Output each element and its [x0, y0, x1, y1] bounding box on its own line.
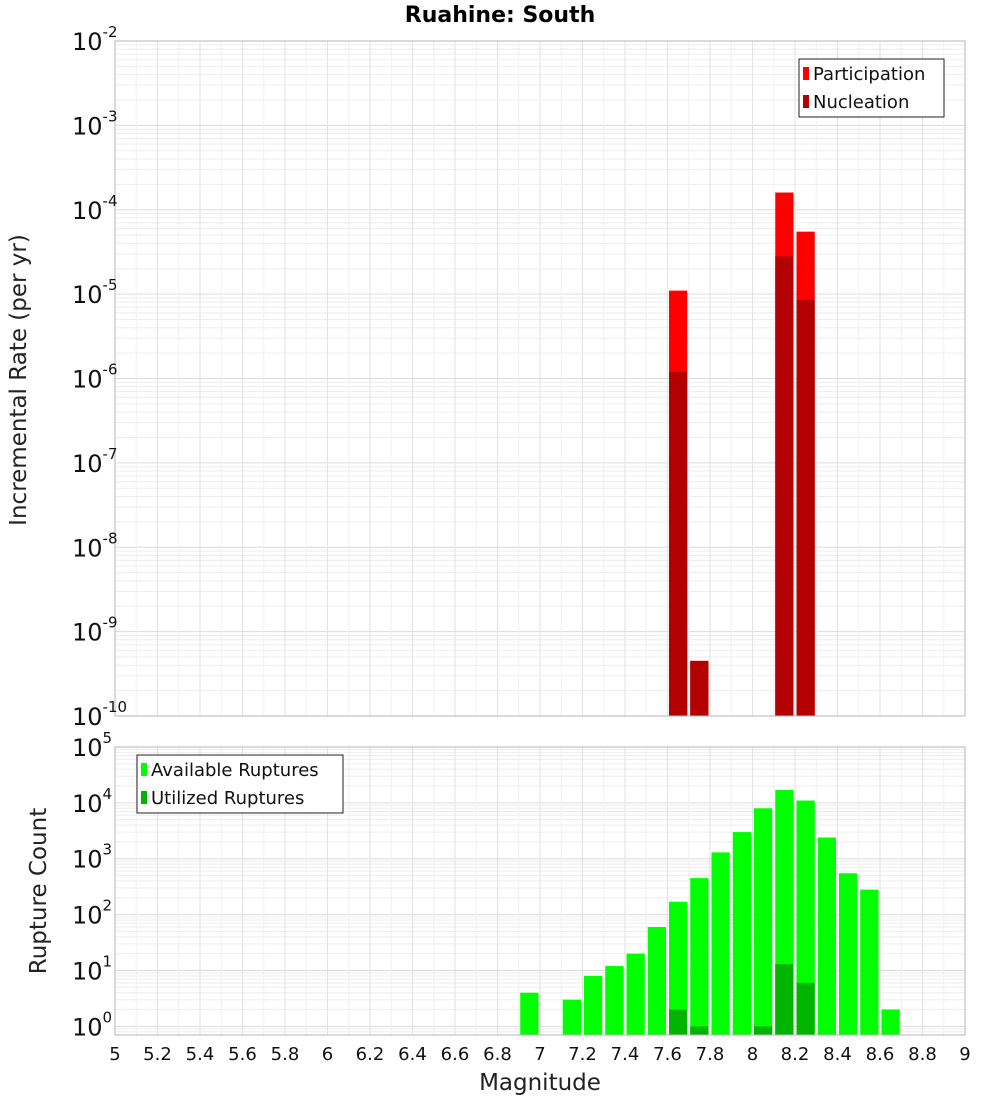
legend-entry: Available Ruptures	[151, 760, 319, 781]
bar-available-ruptures	[605, 966, 624, 1035]
bottom-plot: 105 104 103 102 101 100 Available Ruptures Util…	[72, 729, 966, 1041]
y-tick-label: 10-10	[72, 698, 127, 731]
top-plot: 10-2 10-3 10-4 10-5 10-6 10-7 10-8 10-9 10-10 Par…	[72, 23, 966, 731]
bar-available-ruptures	[732, 832, 751, 1035]
x-tick-label: 7.4	[611, 1044, 640, 1065]
x-tick-label: 8	[747, 1044, 758, 1065]
legend-entry: Nucleation	[813, 92, 909, 113]
legend-box	[798, 58, 945, 118]
x-tick-label: 6.4	[398, 1044, 427, 1065]
x-tick-label: 8.2	[781, 1044, 810, 1065]
x-tick-label: 6.8	[483, 1044, 512, 1065]
x-tick-label: 5.8	[271, 1044, 300, 1065]
x-tick-label: 5.6	[228, 1044, 257, 1065]
y-tick-label: 101	[72, 952, 112, 985]
x-tick-label: 8.6	[866, 1044, 895, 1065]
bar-nucleation	[775, 256, 794, 716]
legend: Participation Nucleation	[798, 58, 945, 118]
x-tick-label: 5.4	[186, 1044, 215, 1065]
legend-entry: Participation	[813, 64, 925, 85]
y-axis-ticks: 10-2 10-3 10-4 10-5 10-6 10-7 10-8 10-9 10-10	[72, 23, 127, 731]
y-tick-label: 104	[72, 785, 112, 818]
x-axis-ticks: 5 5.2 5.4 5.6 5.8 6 6.2 6.4 6.6 6.8 7 7.2 7.4 7.6 7.8 8…	[109, 1044, 970, 1065]
bar-available-ruptures	[626, 953, 645, 1035]
legend: Available Ruptures Utilized Ruptures	[136, 754, 344, 814]
x-tick-label: 6.2	[356, 1044, 385, 1065]
bar-utilized-ruptures	[796, 982, 815, 1035]
bar-utilized-ruptures	[775, 964, 794, 1035]
y-tick-label: 10-9	[72, 614, 118, 647]
legend-entry: Utilized Ruptures	[151, 788, 304, 809]
x-tick-label: 5.2	[143, 1044, 172, 1065]
y-tick-label: 10-3	[72, 107, 118, 140]
bar-available-ruptures	[584, 975, 603, 1035]
bar-available-ruptures	[711, 852, 730, 1035]
x-tick-label: 7.6	[653, 1044, 682, 1065]
legend-swatch	[141, 763, 147, 776]
bar-available-ruptures	[690, 878, 709, 1035]
bottom-y-axis-label: Rupture Count	[26, 808, 52, 974]
y-tick-label: 10-4	[72, 192, 118, 225]
bar-available-ruptures	[881, 1009, 900, 1035]
bar-nucleation	[796, 300, 815, 716]
series-1	[669, 256, 815, 716]
bar-nucleation	[690, 660, 709, 716]
bar-available-ruptures	[647, 927, 666, 1035]
bar-available-ruptures	[817, 837, 836, 1035]
bar-available-ruptures	[754, 808, 773, 1035]
y-tick-label: 10-6	[72, 361, 118, 394]
y-tick-label: 105	[72, 729, 112, 762]
y-tick-label: 10-5	[72, 276, 118, 309]
y-tick-label: 100	[72, 1008, 112, 1041]
y-tick-label: 102	[72, 897, 112, 930]
legend-swatch	[803, 95, 809, 108]
bar-available-ruptures	[839, 873, 858, 1035]
legend-box	[136, 754, 344, 814]
plot-frame	[114, 40, 966, 717]
y-tick-label: 10-2	[72, 23, 118, 56]
x-tick-label: 7	[534, 1044, 545, 1065]
top-y-axis-label: Incremental Rate (per yr)	[6, 234, 32, 526]
plot-frame	[114, 746, 966, 1036]
y-tick-label: 103	[72, 841, 112, 874]
x-tick-label: 8.4	[823, 1044, 852, 1065]
y-tick-label: 10-7	[72, 445, 118, 478]
y-axis-ticks: 105 104 103 102 101 100	[72, 729, 112, 1041]
x-tick-label: 6.6	[441, 1044, 470, 1065]
legend-swatch	[803, 67, 809, 80]
y-tick-label: 10-8	[72, 529, 118, 562]
series-0	[520, 789, 900, 1035]
x-tick-label: 7.8	[696, 1044, 725, 1065]
x-tick-label: 7.2	[568, 1044, 597, 1065]
x-tick-label: 8.8	[908, 1044, 937, 1065]
bar-available-ruptures	[796, 800, 815, 1035]
bar-nucleation	[669, 371, 688, 716]
bar-available-ruptures	[669, 901, 688, 1035]
bar-available-ruptures	[562, 999, 581, 1035]
x-tick-label: 9	[959, 1044, 970, 1065]
x-tick-label: 5	[109, 1044, 120, 1065]
bar-utilized-ruptures	[690, 1026, 709, 1035]
x-axis-label: Magnitude	[479, 1070, 601, 1096]
series-1	[669, 964, 815, 1035]
bar-utilized-ruptures	[669, 1009, 688, 1035]
bar-available-ruptures	[520, 992, 539, 1035]
bar-utilized-ruptures	[754, 1026, 773, 1035]
grid	[114, 40, 966, 717]
legend-swatch	[141, 791, 147, 804]
bar-available-ruptures	[860, 889, 879, 1035]
x-tick-label: 6	[322, 1044, 333, 1065]
chart-title: Ruahine: South	[405, 3, 596, 28]
